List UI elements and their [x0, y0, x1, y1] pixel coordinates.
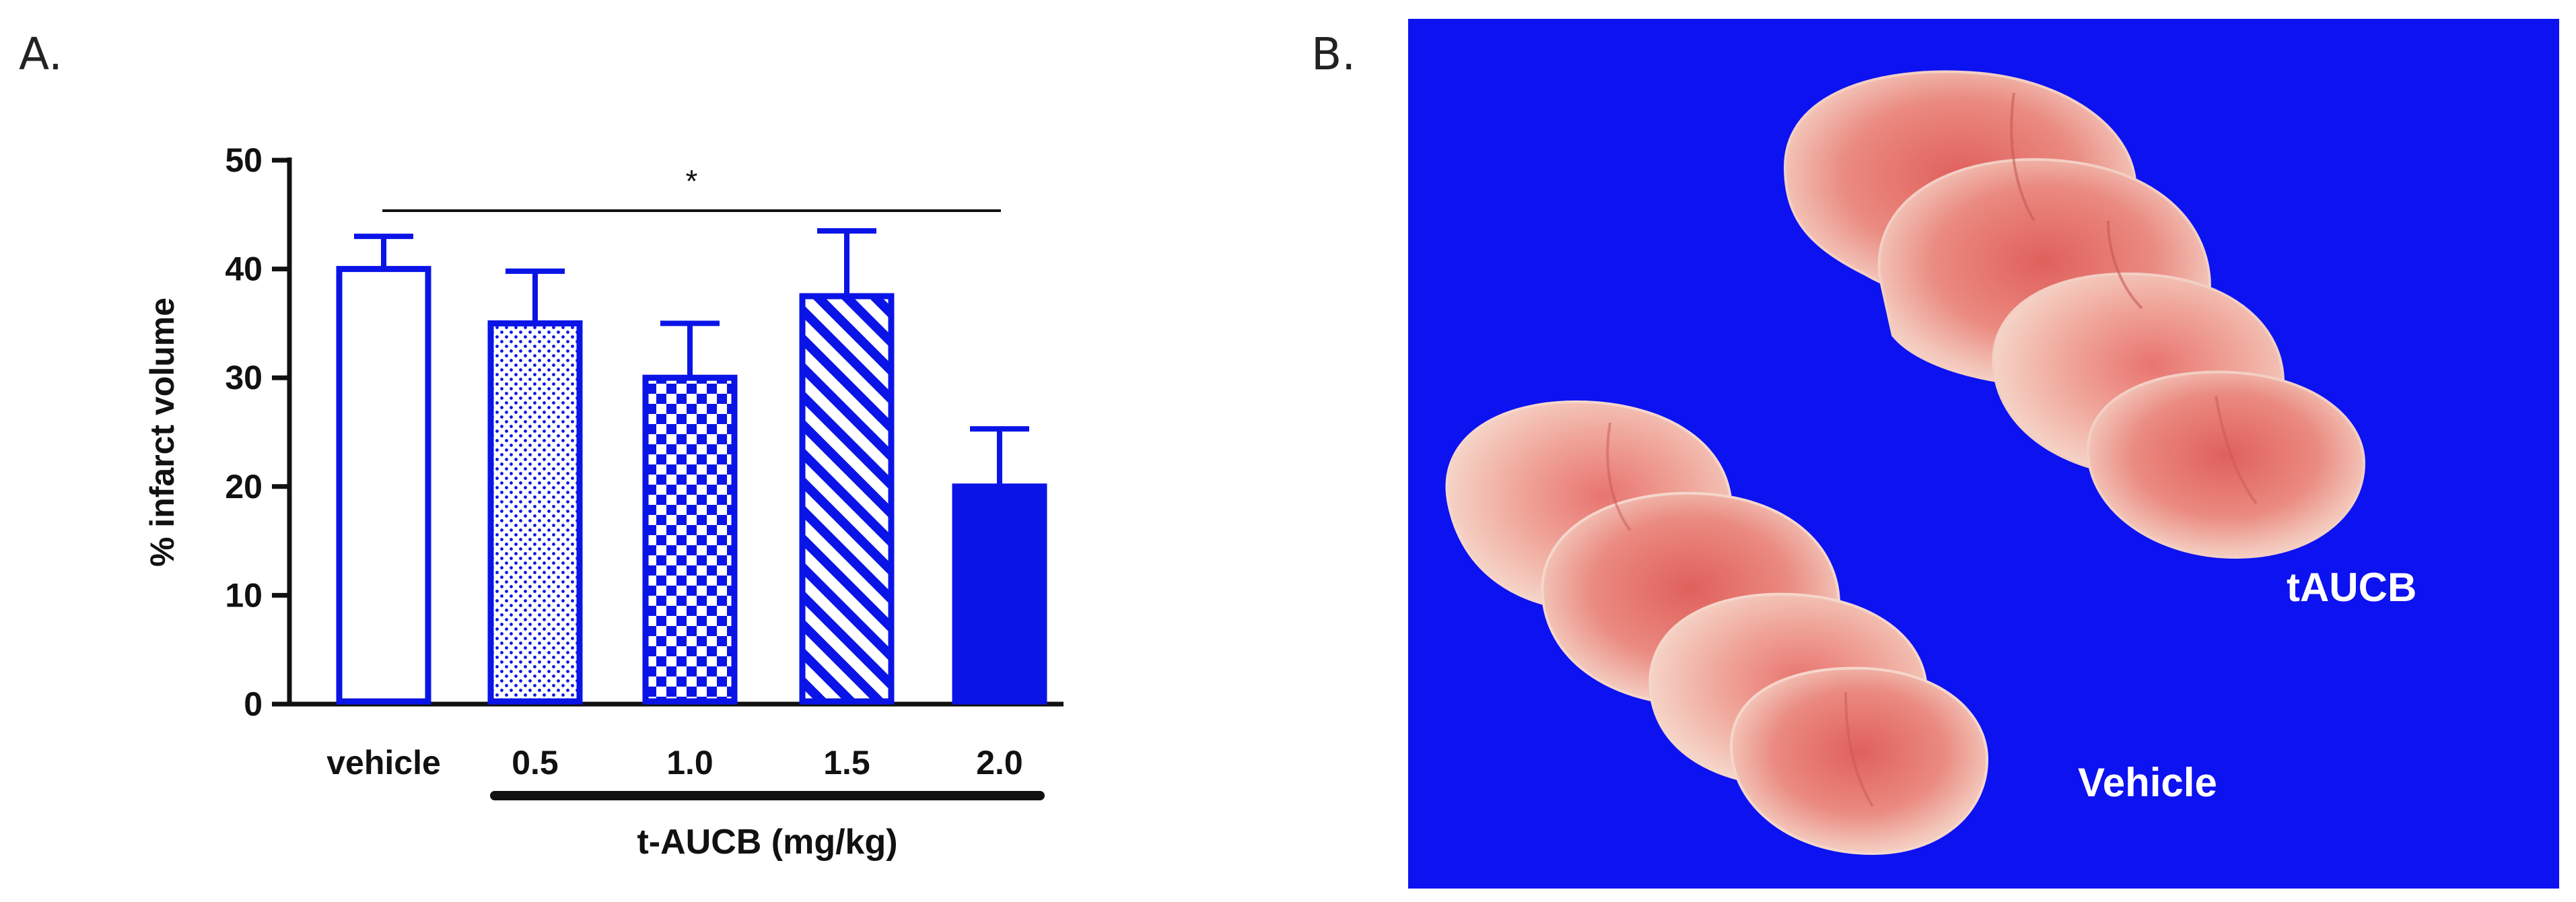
y-tick-label: 20 [225, 468, 263, 506]
y-axis-title: % infarct volume [143, 298, 181, 567]
y-tick-label: 30 [225, 359, 263, 396]
chart-labels: 0 10 20 30 40 50 % infarct volume vehicle 0.5 1.0… [143, 141, 1023, 862]
bar-2.0 [952, 483, 1047, 705]
x-tick-label: 1.0 [666, 744, 713, 782]
chart-axes [272, 158, 1064, 800]
x-tick-label: 1.5 [823, 744, 870, 782]
y-tick-label: 40 [225, 250, 263, 288]
bar-chart: 0 10 20 30 40 50 % infarct volume vehicle 0.5 1.0… [143, 141, 1064, 862]
brain-slices-photo: tAUCB Vehicle [1408, 19, 2559, 889]
vehicle-slices [1445, 400, 1989, 856]
bar-1.5 [799, 293, 895, 705]
significance-label: * [686, 164, 698, 199]
x-tick-label: vehicle [326, 744, 441, 782]
y-tick-label: 10 [225, 576, 263, 614]
panel-a-label: A. [19, 28, 63, 80]
bar-1.0 [642, 374, 738, 705]
vehicle-label: Vehicle [2078, 760, 2217, 805]
x-tick-label: 0.5 [512, 744, 559, 782]
chart-bars [336, 228, 1047, 705]
brain-slices-image [1408, 19, 2559, 889]
taucb-label: tAUCB [2287, 565, 2417, 610]
x-axis-title: t-AUCB (mg/kg) [637, 823, 897, 862]
y-tick-label: 0 [244, 685, 263, 723]
taucb-slices [1783, 70, 2366, 559]
panel-b-label: B. [1311, 28, 1356, 80]
bar-0.5 [487, 320, 583, 705]
bar-vehicle [336, 266, 431, 705]
y-tick-label: 50 [225, 141, 263, 179]
x-tick-label: 2.0 [976, 744, 1023, 782]
